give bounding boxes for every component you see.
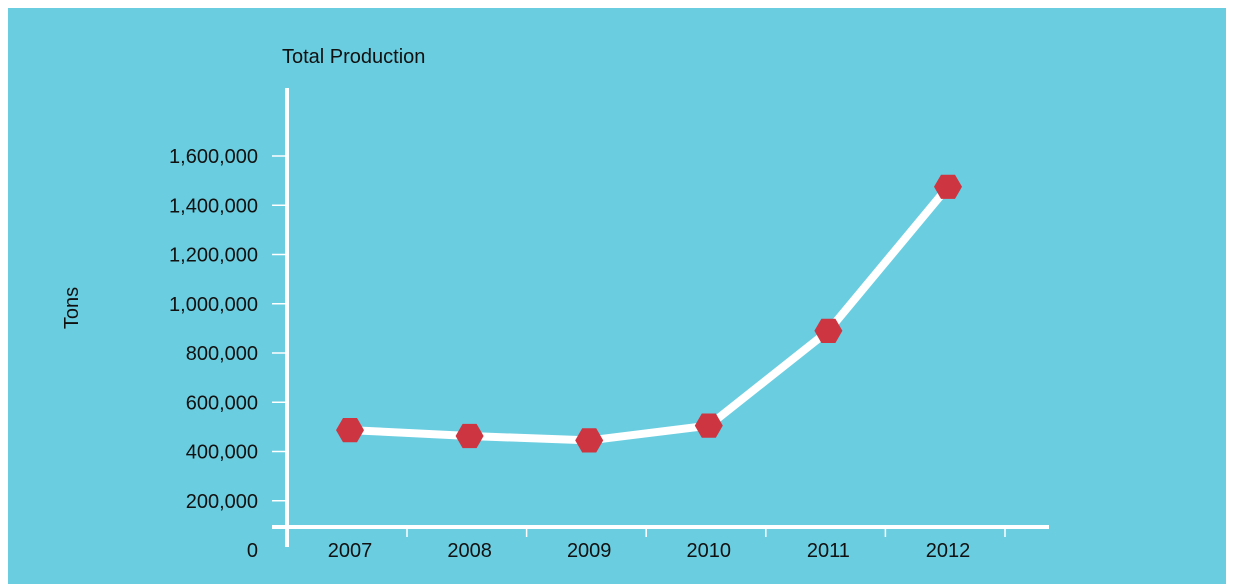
y-tick-label: 1,000,000 — [169, 294, 258, 316]
x-tick-label: 2008 — [447, 540, 492, 562]
series-line — [346, 182, 952, 445]
y-tick-label: 1,400,000 — [169, 195, 258, 217]
data-point-marker — [336, 418, 364, 443]
x-tick-label: 2012 — [926, 540, 971, 562]
data-point-marker — [814, 318, 843, 343]
data-point-marker — [694, 413, 723, 438]
y-tick-label: 0 — [247, 540, 258, 562]
y-axis-label: Tons — [61, 287, 83, 329]
y-axis-ticks: 0 200,000 400,000 600,000 800,000 1,000,000 1,… — [169, 146, 287, 562]
chart-background — [8, 8, 1226, 584]
x-tick-label: 2011 — [807, 540, 850, 562]
y-tick-label: 800,000 — [186, 343, 258, 365]
x-tick-label: 2010 — [687, 540, 732, 562]
x-axis-ticks: 2007 2008 2009 2010 2011 2012 — [328, 527, 1006, 562]
data-point-marker — [575, 428, 604, 453]
y-tick-label: 1,600,000 — [169, 146, 258, 168]
chart-title: Total Production — [282, 46, 425, 68]
y-tick-label: 400,000 — [186, 442, 258, 464]
y-tick-label: 1,200,000 — [169, 245, 258, 267]
y-tick-label: 600,000 — [186, 392, 258, 414]
x-tick-label: 2007 — [328, 540, 373, 562]
data-point-marker — [455, 423, 484, 449]
data-point-marker — [934, 174, 962, 199]
series-group — [336, 174, 962, 453]
axes — [272, 88, 1049, 547]
y-tick-label: 200,000 — [186, 491, 258, 513]
x-tick-label: 2009 — [567, 540, 612, 562]
